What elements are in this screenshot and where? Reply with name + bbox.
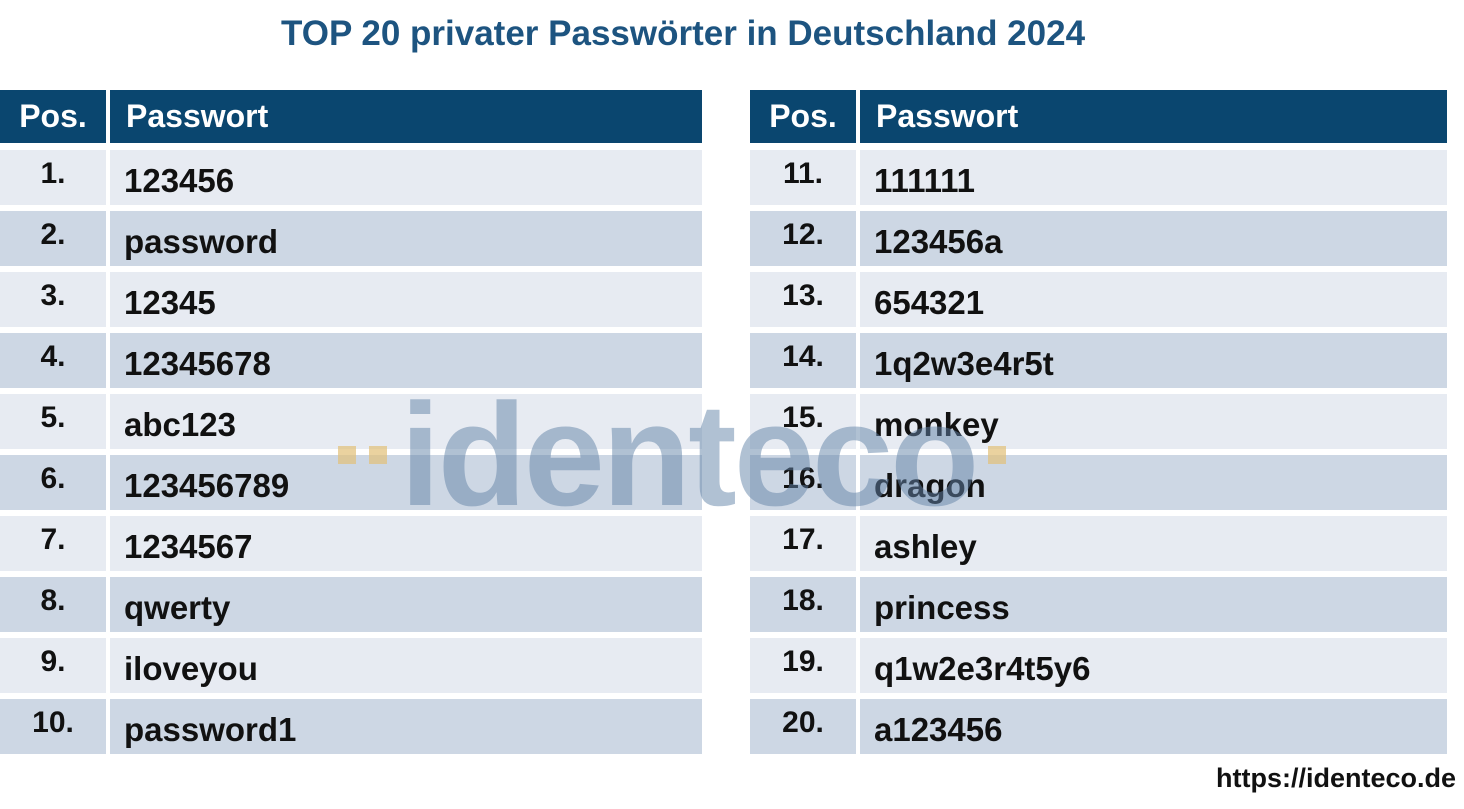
page-title: TOP 20 privater Passwörter in Deutschlan…	[280, 14, 1086, 53]
row-password: dragon	[860, 455, 1447, 510]
row-position: 6.	[0, 455, 106, 510]
table-row: 20. a123456	[750, 699, 1447, 754]
table-row: 4. 12345678	[0, 333, 702, 388]
password-table-ranks-11-20: Pos. Passwort 11. 111111 12. 123456a 13. 6543…	[750, 90, 1447, 760]
table-row: 10. password1	[0, 699, 702, 754]
row-password: qwerty	[110, 577, 702, 632]
row-password: 111111	[860, 150, 1447, 205]
row-position: 15.	[750, 394, 856, 449]
row-password: iloveyou	[110, 638, 702, 693]
table-row: 18. princess	[750, 577, 1447, 632]
column-header-passwort: Passwort	[110, 90, 702, 143]
row-position: 16.	[750, 455, 856, 510]
table-row: 2. password	[0, 211, 702, 266]
row-password: 654321	[860, 272, 1447, 327]
column-header-pos: Pos.	[0, 90, 106, 143]
row-password: ashley	[860, 516, 1447, 571]
table-row: 8. qwerty	[0, 577, 702, 632]
row-password: a123456	[860, 699, 1447, 754]
row-password: 12345	[110, 272, 702, 327]
column-header-pos: Pos.	[750, 90, 856, 143]
table-row: 7. 1234567	[0, 516, 702, 571]
row-position: 1.	[0, 150, 106, 205]
row-position: 2.	[0, 211, 106, 266]
row-password: 123456	[110, 150, 702, 205]
row-password: password	[110, 211, 702, 266]
row-position: 11.	[750, 150, 856, 205]
table-row: 16. dragon	[750, 455, 1447, 510]
row-password: 1q2w3e4r5t	[860, 333, 1447, 388]
table-header: Pos. Passwort	[0, 90, 702, 143]
row-position: 7.	[0, 516, 106, 571]
row-position: 8.	[0, 577, 106, 632]
table-row: 6. 123456789	[0, 455, 702, 510]
row-password: monkey	[860, 394, 1447, 449]
row-password: 1234567	[110, 516, 702, 571]
table-row: 9. iloveyou	[0, 638, 702, 693]
table-row: 17. ashley	[750, 516, 1447, 571]
table-row: 5. abc123	[0, 394, 702, 449]
row-position: 4.	[0, 333, 106, 388]
password-table-ranks-1-10: Pos. Passwort 1. 123456 2. password 3. 12345 4…	[0, 90, 702, 760]
table-body: 11. 111111 12. 123456a 13. 654321 14. 1q2w3e4r5…	[750, 150, 1447, 754]
row-password: q1w2e3r4t5y6	[860, 638, 1447, 693]
row-position: 17.	[750, 516, 856, 571]
table-row: 3. 12345	[0, 272, 702, 327]
table-body: 1. 123456 2. password 3. 12345 4. 12345678 5. abc…	[0, 150, 702, 754]
row-position: 20.	[750, 699, 856, 754]
table-row: 1. 123456	[0, 150, 702, 205]
row-password: princess	[860, 577, 1447, 632]
table-row: 14. 1q2w3e4r5t	[750, 333, 1447, 388]
table-row: 11. 111111	[750, 150, 1447, 205]
row-position: 19.	[750, 638, 856, 693]
column-header-passwort: Passwort	[860, 90, 1447, 143]
table-row: 12. 123456a	[750, 211, 1447, 266]
table-row: 13. 654321	[750, 272, 1447, 327]
row-position: 10.	[0, 699, 106, 754]
row-position: 9.	[0, 638, 106, 693]
row-password: password1	[110, 699, 702, 754]
row-position: 14.	[750, 333, 856, 388]
table-row: 15. monkey	[750, 394, 1447, 449]
row-password: 12345678	[110, 333, 702, 388]
row-position: 5.	[0, 394, 106, 449]
row-password: 123456a	[860, 211, 1447, 266]
row-position: 12.	[750, 211, 856, 266]
row-position: 18.	[750, 577, 856, 632]
row-password: 123456789	[110, 455, 702, 510]
row-password: abc123	[110, 394, 702, 449]
table-header: Pos. Passwort	[750, 90, 1447, 143]
table-row: 19. q1w2e3r4t5y6	[750, 638, 1447, 693]
row-position: 13.	[750, 272, 856, 327]
website-url: https://identeco.de	[1215, 763, 1456, 793]
row-position: 3.	[0, 272, 106, 327]
